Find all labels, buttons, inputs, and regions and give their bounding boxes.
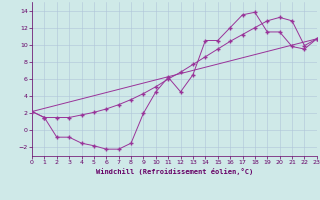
X-axis label: Windchill (Refroidissement éolien,°C): Windchill (Refroidissement éolien,°C) <box>96 168 253 175</box>
